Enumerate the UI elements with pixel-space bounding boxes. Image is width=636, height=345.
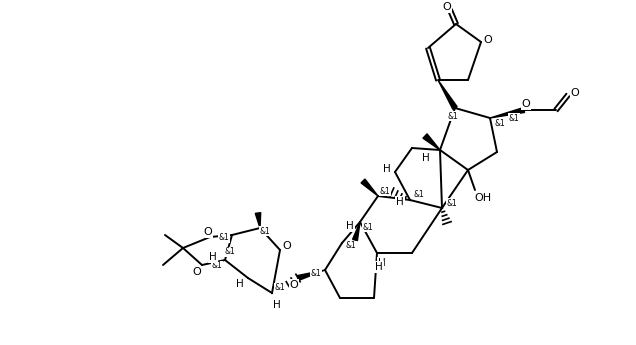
Text: &1: &1 (345, 241, 356, 250)
Text: O: O (522, 99, 530, 109)
Text: O: O (443, 2, 452, 12)
Text: H: H (422, 153, 430, 163)
Text: H: H (346, 221, 354, 231)
Text: O: O (570, 88, 579, 98)
Polygon shape (361, 179, 378, 196)
Text: H: H (383, 164, 391, 174)
Text: H: H (273, 300, 281, 310)
Text: O: O (193, 267, 202, 277)
Text: &1: &1 (259, 227, 270, 236)
Polygon shape (423, 134, 440, 150)
Text: &1: &1 (495, 118, 506, 128)
Text: O: O (483, 35, 492, 45)
Text: H: H (209, 252, 217, 262)
Text: &1: &1 (219, 234, 230, 243)
Text: &1: &1 (380, 187, 391, 196)
Text: O: O (289, 280, 298, 290)
Text: H: H (375, 262, 383, 272)
Text: H: H (378, 258, 386, 268)
Text: O: O (204, 227, 212, 237)
Text: &1: &1 (310, 268, 321, 277)
Text: &1: &1 (363, 223, 373, 231)
Text: &1: &1 (509, 114, 520, 122)
Text: &1: &1 (212, 262, 223, 270)
Text: OH: OH (474, 193, 492, 203)
Text: &1: &1 (413, 189, 424, 198)
Polygon shape (255, 213, 261, 228)
Text: &1: &1 (448, 111, 459, 120)
Text: O: O (282, 241, 291, 251)
Text: &1: &1 (446, 198, 457, 207)
Polygon shape (297, 270, 325, 280)
Polygon shape (490, 108, 525, 118)
Text: &1: &1 (225, 247, 235, 256)
Polygon shape (352, 222, 360, 241)
Text: H: H (236, 279, 244, 289)
Polygon shape (438, 80, 457, 109)
Text: H: H (396, 197, 404, 207)
Text: &1: &1 (275, 284, 286, 293)
